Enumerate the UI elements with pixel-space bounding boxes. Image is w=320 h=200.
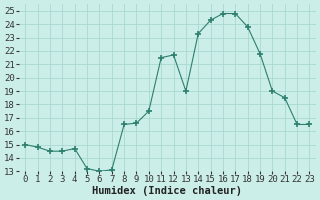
X-axis label: Humidex (Indice chaleur): Humidex (Indice chaleur) xyxy=(92,186,242,196)
